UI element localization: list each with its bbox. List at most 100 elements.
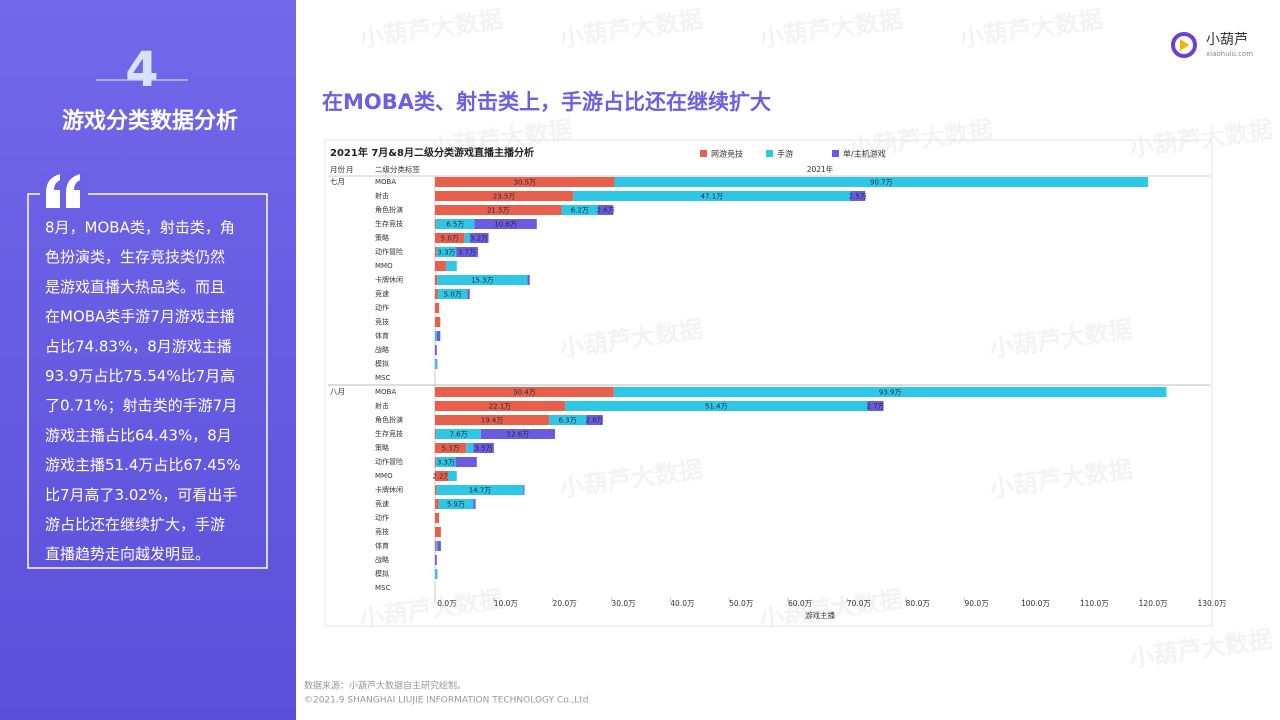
bar-segment <box>435 485 437 495</box>
quote-line: 8月，MOBA类，射击类，角 <box>45 219 235 237</box>
quote-line: 游占比还在继续扩大，手游 <box>45 516 225 534</box>
legend-label: 网游竞技 <box>711 149 743 159</box>
quote-line: 直播趋势走向越发明显。 <box>45 545 210 563</box>
category-label: 生存竞技 <box>375 219 403 228</box>
section-title: 游戏分类数据分析 <box>62 108 238 134</box>
bar-segment <box>437 275 528 285</box>
chart: 网游竞技 手游 单/主机游戏月份月 二级分类标签 2021年七月 MOBA 30.5万 90.… <box>328 149 1227 620</box>
bar-segment <box>435 513 440 523</box>
legend-label: 手游 <box>777 149 793 159</box>
bar-segment <box>435 471 448 481</box>
bar-segment <box>436 219 475 229</box>
column-header: 2021年 <box>807 164 834 174</box>
value-label: 10.6万 <box>494 221 517 229</box>
x-tick-label: 20.0万 <box>553 599 578 608</box>
value-label: 14.7万 <box>469 487 492 495</box>
bar-segment <box>435 247 437 257</box>
x-tick-label: 0.0万 <box>437 599 457 608</box>
bar-segment <box>523 485 525 495</box>
category-label: 竞速 <box>375 289 389 298</box>
bar-segment <box>436 485 524 495</box>
quote-line: 93.9万占比75.54%比7月高 <box>45 367 235 385</box>
bar-segment <box>464 233 470 243</box>
category-label: 战略 <box>375 555 389 564</box>
x-tick-label: 40.0万 <box>670 599 695 608</box>
quote-mark <box>46 174 80 208</box>
category-label: 生存竞技 <box>375 429 403 438</box>
column-header: 月 <box>346 165 354 174</box>
quote-line: 色扮演类，生存竞技类仍然 <box>45 248 225 266</box>
category-label: MSC <box>375 374 390 382</box>
bar-segment <box>435 317 441 327</box>
category-label: MMO <box>375 262 393 270</box>
value-label: 6.2万 <box>571 207 589 215</box>
bar-segment <box>437 541 441 551</box>
bar-segment <box>573 191 851 201</box>
value-label: 22.1万 <box>489 403 512 411</box>
value-label: 3.2万 <box>470 235 488 243</box>
value-label: 15.3万 <box>471 277 494 285</box>
x-tick-label: 50.0万 <box>729 599 754 608</box>
value-label: 21.5万 <box>487 207 510 215</box>
category-label: 角色扮演 <box>375 415 403 424</box>
value-label: 90.7万 <box>870 179 893 187</box>
category-label: 动作冒险 <box>375 457 403 466</box>
value-label: 3.5万 <box>474 445 492 453</box>
value-label: 12.6万 <box>507 431 530 439</box>
bar-segment <box>473 443 494 453</box>
bar-segment <box>435 429 437 439</box>
x-tick-label: 30.0万 <box>611 599 636 608</box>
legend-label: 单/主机游戏 <box>843 149 886 159</box>
bar-segment <box>435 275 438 285</box>
category-label: 模拟 <box>375 569 389 578</box>
category-label: 体育 <box>375 541 389 550</box>
bar-segment <box>474 219 537 229</box>
category-label: 动作冒险 <box>375 247 403 256</box>
legend-swatch <box>700 150 707 157</box>
value-label: 5.9万 <box>447 501 465 509</box>
bar-segment <box>435 289 438 299</box>
side-panel <box>0 0 296 720</box>
category-label: 射击 <box>375 401 389 410</box>
bar-segment <box>435 261 447 271</box>
value-label: 6.3万 <box>559 417 577 425</box>
bar-segment <box>613 387 1167 397</box>
bar-segment <box>565 401 868 411</box>
category-label: MOBA <box>375 178 396 186</box>
quote-line: 游戏主播占比64.43%，8月 <box>45 426 232 444</box>
value-label: 2.6万 <box>597 207 615 215</box>
bar-segment <box>435 457 437 467</box>
value-label: 3.7万 <box>458 249 476 257</box>
quote-line: 游戏主播51.4万占比67.45% <box>45 456 241 474</box>
bar-segment <box>435 191 574 201</box>
bar-segment <box>436 359 438 369</box>
category-label: 射击 <box>375 191 389 200</box>
bar-segment <box>435 233 465 243</box>
bar-segment <box>850 191 866 201</box>
category-label: MOBA <box>375 388 396 396</box>
category-label: MSC <box>375 584 390 592</box>
category-label: MMO <box>375 472 393 480</box>
bar-segment <box>435 205 562 215</box>
x-tick-label: 80.0万 <box>906 599 931 608</box>
bar-segment <box>435 177 615 187</box>
x-tick-label: 100.0万 <box>1021 599 1050 608</box>
value-label: 51.4万 <box>705 403 728 411</box>
category-label: 竞技 <box>375 527 389 536</box>
bar-segment <box>614 177 1149 187</box>
bar-segment <box>436 541 438 551</box>
value-label: 19.4万 <box>481 417 504 425</box>
category-label: 战略 <box>375 345 389 354</box>
bar-segment <box>435 331 437 341</box>
value-label: 2.2万 <box>432 473 450 481</box>
x-tick-label: 110.0万 <box>1080 599 1109 608</box>
bar-segment <box>435 303 440 313</box>
bar-segment <box>438 499 474 509</box>
value-label: 7.6万 <box>449 431 467 439</box>
chart-frame <box>324 139 1213 627</box>
x-tick-label: 130.0万 <box>1198 599 1227 608</box>
bar-segment <box>435 387 614 397</box>
heading: 在MOBA类、射击类上，手游占比还在继续扩大 <box>322 90 771 114</box>
bar-segment <box>447 471 457 481</box>
